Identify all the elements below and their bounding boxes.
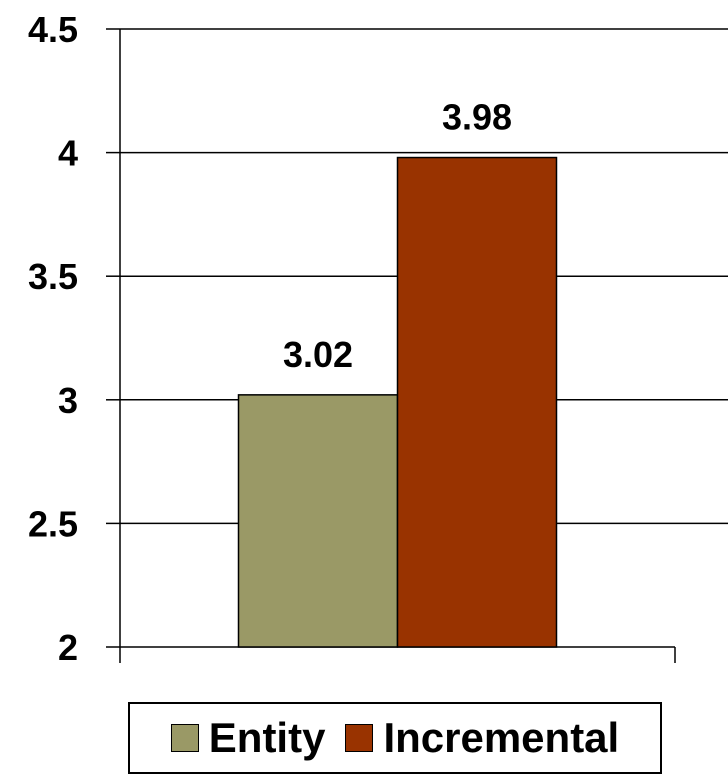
y-tick-label: 3.5 (28, 256, 78, 297)
legend-item-entity: Entity (170, 714, 326, 761)
legend-item-incremental: Incremental (345, 717, 619, 759)
y-tick-label: 2.5 (28, 503, 78, 544)
y-tick-label: 4.5 (28, 9, 78, 50)
legend-swatch-incremental (345, 724, 374, 752)
y-tick-label: 2 (58, 627, 78, 668)
legend-label-incremental: Incremental (383, 714, 620, 761)
bar-entity (237, 394, 399, 648)
legend-label-entity: Entity (208, 714, 326, 761)
bars (237, 156, 558, 648)
data-label-entity: 3.02 (283, 334, 353, 375)
legend-swatch-entity (170, 724, 199, 752)
bar-incremental (396, 156, 558, 648)
y-tick-label: 3 (58, 380, 78, 421)
y-tick-labels: 2 2.5 3 3.5 4 4.5 (28, 9, 78, 668)
data-labels: 3.02 3.98 (283, 97, 512, 375)
data-label-incremental: 3.98 (442, 97, 512, 138)
legend: Entity Incremental (128, 702, 662, 774)
y-tick-label: 4 (58, 133, 78, 174)
bar-chart: 2 2.5 3 3.5 4 4.5 3.02 3.98 (28, 9, 728, 668)
